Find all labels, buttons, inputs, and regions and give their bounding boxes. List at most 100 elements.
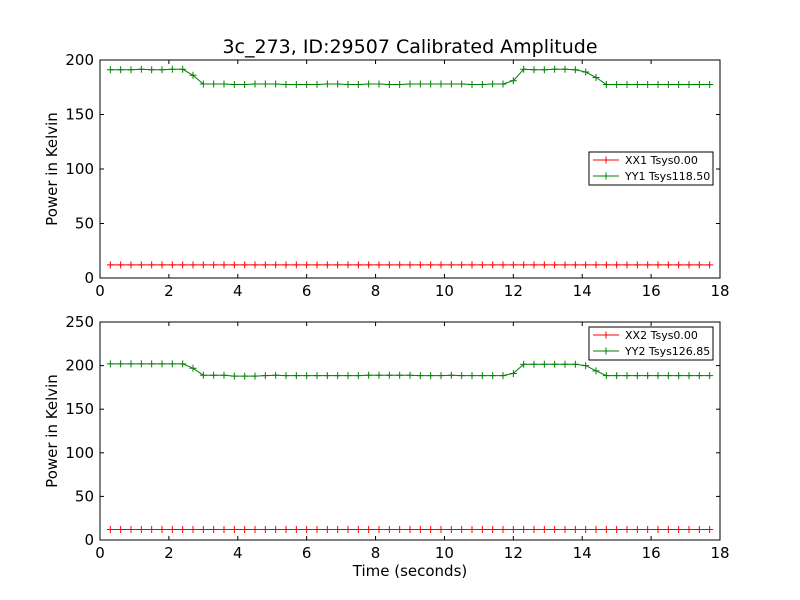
data-point	[592, 261, 600, 269]
y-tick-label: 0	[84, 531, 94, 549]
data-point	[354, 526, 362, 534]
data-point	[375, 261, 383, 269]
data-point	[509, 526, 517, 534]
x-tick-label: 2	[164, 544, 174, 562]
data-point	[416, 372, 424, 380]
data-point	[385, 526, 393, 534]
data-point	[571, 360, 579, 368]
data-point	[427, 526, 435, 534]
data-point	[282, 81, 290, 89]
data-point	[220, 371, 228, 379]
data-point	[272, 80, 280, 88]
y-tick-label: 200	[65, 357, 94, 375]
data-point	[158, 261, 166, 269]
data-point	[365, 371, 373, 379]
data-point	[468, 372, 476, 380]
data-point	[158, 526, 166, 534]
data-point	[313, 372, 321, 380]
data-point	[592, 526, 600, 534]
data-point	[344, 81, 352, 89]
x-tick-label: 10	[435, 544, 454, 562]
data-point	[675, 81, 683, 89]
legend-label: YY2 Tsys126.85	[624, 345, 710, 358]
data-point	[354, 81, 362, 89]
x-tick-label: 0	[95, 544, 105, 562]
data-point	[695, 261, 703, 269]
data-point	[199, 526, 207, 534]
y-tick-label: 100	[65, 160, 94, 178]
data-point	[230, 372, 238, 380]
data-point	[416, 80, 424, 88]
data-point	[478, 261, 486, 269]
data-point	[602, 81, 610, 89]
data-point	[458, 80, 466, 88]
data-point	[499, 80, 507, 88]
data-point	[489, 261, 497, 269]
data-point	[158, 360, 166, 368]
data-point	[654, 81, 662, 89]
data-point	[272, 371, 280, 379]
data-point	[127, 261, 135, 269]
data-point	[292, 261, 300, 269]
data-point	[189, 261, 197, 269]
data-point	[613, 526, 621, 534]
data-point	[520, 261, 528, 269]
data-point	[385, 371, 393, 379]
data-point	[623, 372, 631, 380]
data-point	[551, 526, 559, 534]
data-point	[437, 372, 445, 380]
data-point	[664, 81, 672, 89]
legend-marker	[602, 156, 610, 164]
data-point	[148, 360, 156, 368]
data-point	[447, 80, 455, 88]
data-point	[675, 526, 683, 534]
data-point	[458, 372, 466, 380]
x-tick-label: 2	[164, 282, 174, 300]
data-point	[137, 261, 145, 269]
data-point	[706, 81, 714, 89]
data-point	[644, 261, 652, 269]
data-point	[654, 372, 662, 380]
data-point	[251, 80, 259, 88]
data-point	[199, 371, 207, 379]
data-point	[292, 372, 300, 380]
data-point	[303, 81, 311, 89]
data-point	[468, 81, 476, 89]
data-point	[199, 261, 207, 269]
data-point	[189, 364, 197, 372]
data-point	[571, 66, 579, 74]
data-point	[303, 526, 311, 534]
data-point	[530, 526, 538, 534]
y-axis-label: Power in Kelvin	[43, 374, 61, 488]
data-point	[447, 526, 455, 534]
data-point	[623, 261, 631, 269]
data-point	[437, 80, 445, 88]
x-tick-label: 4	[233, 544, 243, 562]
data-point	[354, 372, 362, 380]
data-point	[654, 261, 662, 269]
data-point	[344, 372, 352, 380]
x-tick-label: 12	[504, 544, 523, 562]
legend-label: XX2 Tsys0.00	[625, 329, 698, 342]
data-point	[282, 526, 290, 534]
data-point	[106, 360, 114, 368]
x-tick-label: 4	[233, 282, 243, 300]
data-point	[499, 261, 507, 269]
y-tick-label: 150	[65, 106, 94, 124]
data-point	[365, 526, 373, 534]
data-point	[199, 80, 207, 88]
data-point	[644, 526, 652, 534]
data-point	[540, 66, 548, 74]
y-tick-label: 50	[75, 215, 94, 233]
data-point	[613, 261, 621, 269]
data-point	[261, 80, 269, 88]
data-point	[509, 369, 517, 377]
data-point	[509, 77, 517, 85]
data-point	[406, 526, 414, 534]
data-point	[706, 261, 714, 269]
data-point	[416, 261, 424, 269]
data-point	[551, 261, 559, 269]
data-point	[592, 73, 600, 81]
data-point	[106, 66, 114, 74]
data-point	[644, 372, 652, 380]
